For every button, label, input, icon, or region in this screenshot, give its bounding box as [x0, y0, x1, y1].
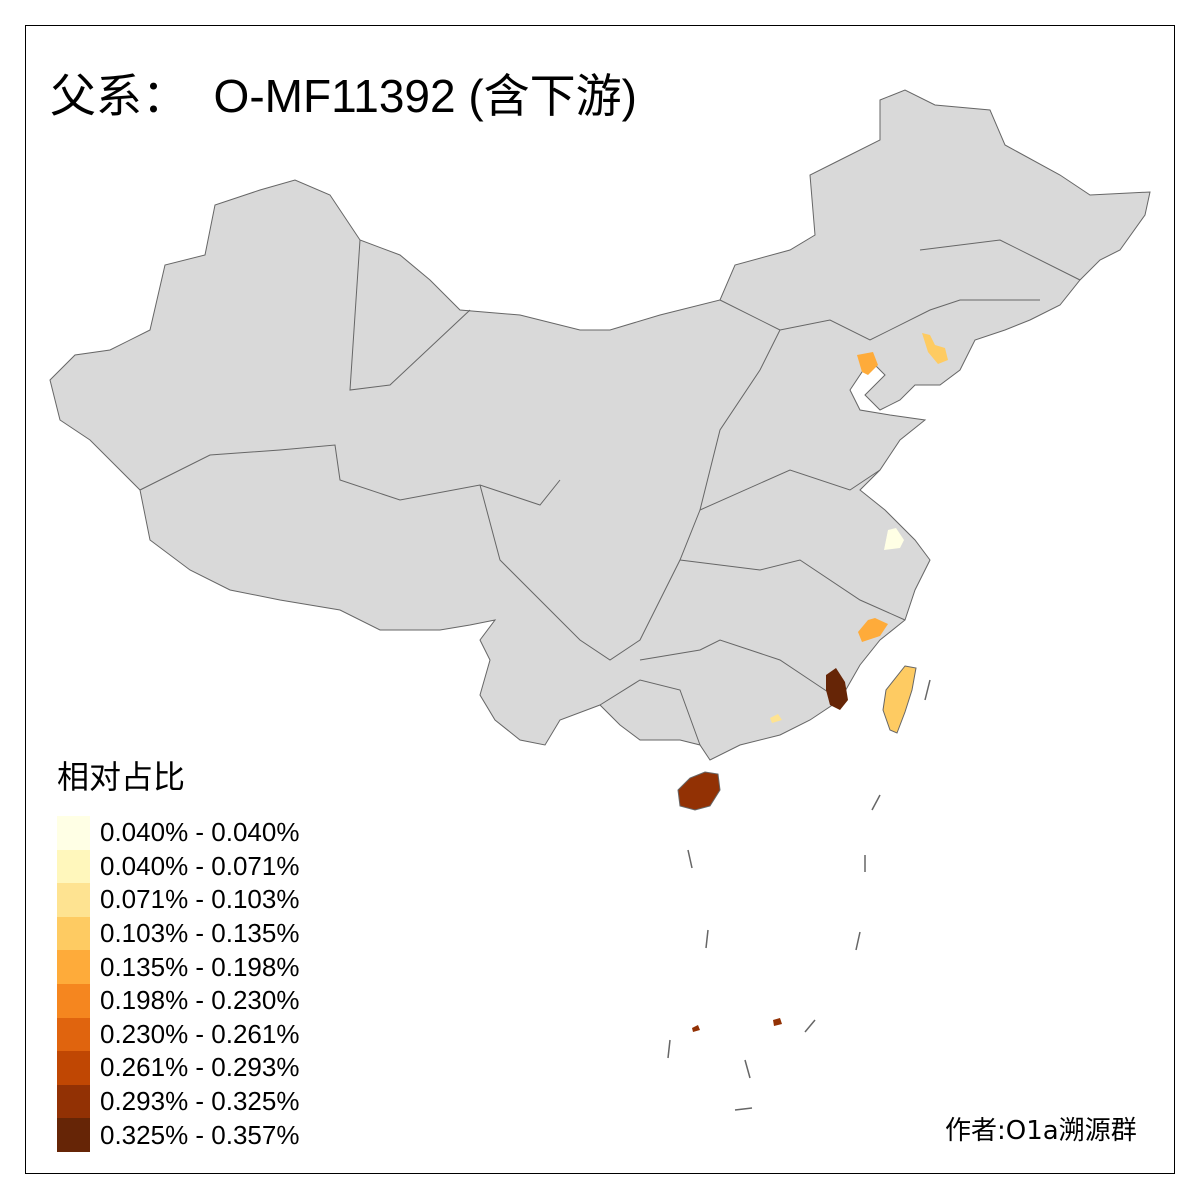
page-title: 父系： O-MF11392 (含下游)	[50, 70, 637, 122]
hainan	[677, 771, 721, 811]
region-jiangsu	[884, 528, 904, 550]
legend-label: 0.261% - 0.293%	[100, 1052, 300, 1083]
legend-item: 0.261% - 0.293%	[57, 1051, 299, 1085]
legend-item: 0.293% - 0.325%	[57, 1084, 300, 1119]
legend-swatch	[57, 1017, 90, 1052]
legend-swatch	[57, 849, 90, 884]
legend-label: 0.040% - 0.071%	[100, 850, 300, 881]
legend-swatch	[57, 916, 90, 951]
legend: 相对占比 0.040% - 0.040% 0.040% - 0.071% 0.071…	[57, 752, 299, 1152]
region-guangdong-south	[770, 714, 782, 723]
legend-swatch	[57, 883, 90, 917]
region-guangdong-east	[826, 668, 848, 710]
legend-title: 相对占比	[57, 758, 186, 796]
province-borders	[139, 239, 1081, 746]
author-credit: 作者:O1a溯源群	[945, 1116, 1137, 1146]
china-mainland	[49, 89, 1151, 761]
region-fujian-north	[858, 618, 888, 642]
legend-item: 0.040% - 0.040%	[57, 816, 299, 850]
legend-swatch	[57, 1051, 90, 1085]
legend-label: 0.325% - 0.357%	[100, 1119, 300, 1150]
legend-label: 0.230% - 0.261%	[100, 1018, 300, 1049]
legend-swatch	[57, 816, 90, 850]
legend-swatch	[57, 983, 90, 1018]
region-liaoning-east	[922, 333, 948, 364]
legend-item: 0.325% - 0.357%	[57, 1118, 299, 1152]
south-sea-island	[773, 1018, 782, 1026]
legend-item: 0.040% - 0.071%	[57, 849, 300, 884]
legend-label: 0.198% - 0.230%	[100, 985, 300, 1016]
legend-item: 0.198% - 0.230%	[57, 983, 300, 1018]
south-sea-dashes	[667, 679, 931, 1111]
legend-label: 0.071% - 0.103%	[100, 884, 300, 915]
frame	[25, 25, 1175, 1174]
legend-swatch	[57, 1118, 90, 1152]
legend-swatch	[57, 950, 90, 984]
taiwan	[882, 665, 917, 734]
legend-label: 0.135% - 0.198%	[100, 951, 300, 982]
legend-item: 0.103% - 0.135%	[57, 916, 300, 951]
legend-item: 0.230% - 0.261%	[57, 1017, 300, 1052]
legend-label: 0.103% - 0.135%	[100, 918, 300, 949]
legend-swatch	[57, 1084, 90, 1119]
legend-label: 0.040% - 0.040%	[100, 817, 300, 848]
legend-item: 0.071% - 0.103%	[57, 883, 299, 917]
legend-item: 0.135% - 0.198%	[57, 950, 299, 984]
south-sea-island	[692, 1025, 700, 1032]
legend-label: 0.293% - 0.325%	[100, 1086, 300, 1117]
region-liaoning-west	[857, 352, 878, 375]
